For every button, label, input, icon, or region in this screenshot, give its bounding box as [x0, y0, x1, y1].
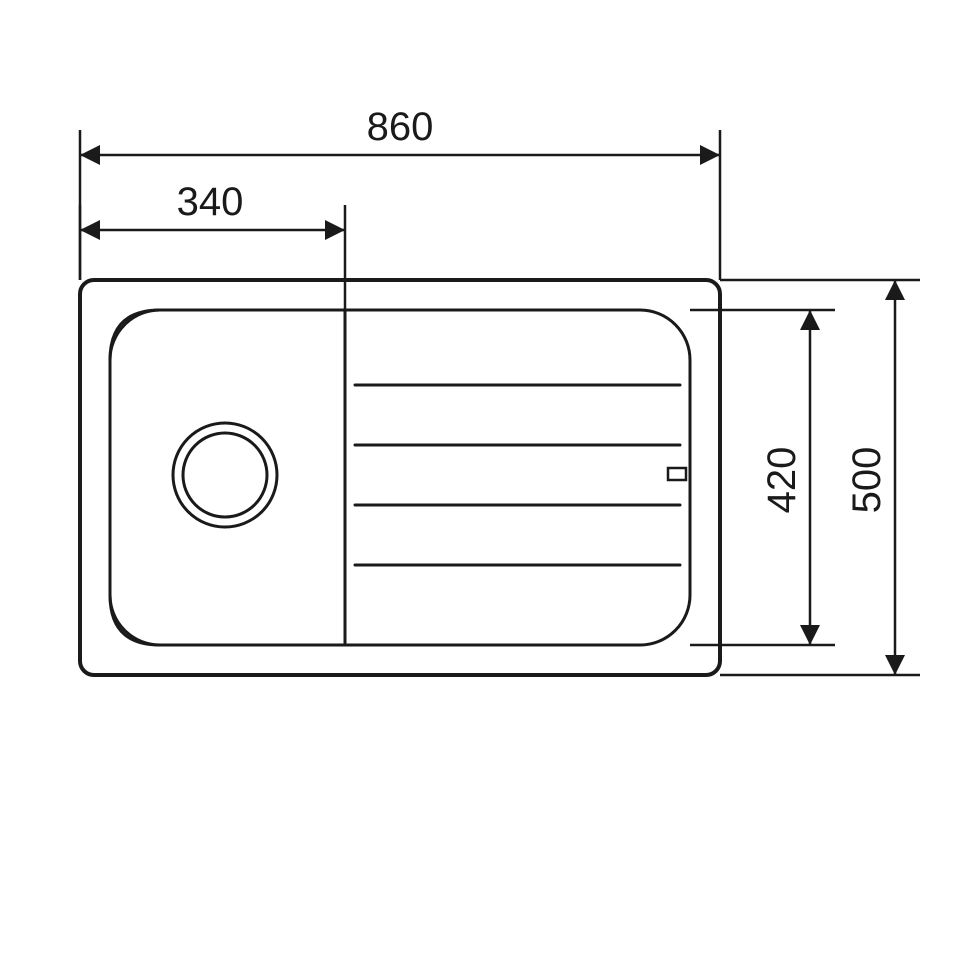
sink-body	[80, 280, 720, 675]
dim-inner-height: 420	[690, 310, 835, 645]
outer-rect	[80, 280, 720, 675]
sink-technical-drawing: 860 340 420 500	[0, 0, 960, 960]
overflow-slot	[668, 468, 686, 480]
dim-bowl-width-label: 340	[177, 180, 244, 224]
drainer-grooves	[355, 385, 680, 565]
dim-bowl-width: 340	[80, 180, 345, 310]
bowl-outline	[110, 310, 345, 645]
inner-rect	[110, 310, 690, 645]
dimensions: 860 340 420 500	[80, 105, 920, 675]
dim-overall-height-label: 500	[845, 447, 889, 514]
drain-outer-circle	[173, 423, 277, 527]
dim-inner-height-label: 420	[760, 447, 804, 514]
drain-inner-circle	[183, 433, 267, 517]
dim-overall-height: 500	[720, 280, 920, 675]
dim-overall-width-label: 860	[367, 105, 434, 149]
